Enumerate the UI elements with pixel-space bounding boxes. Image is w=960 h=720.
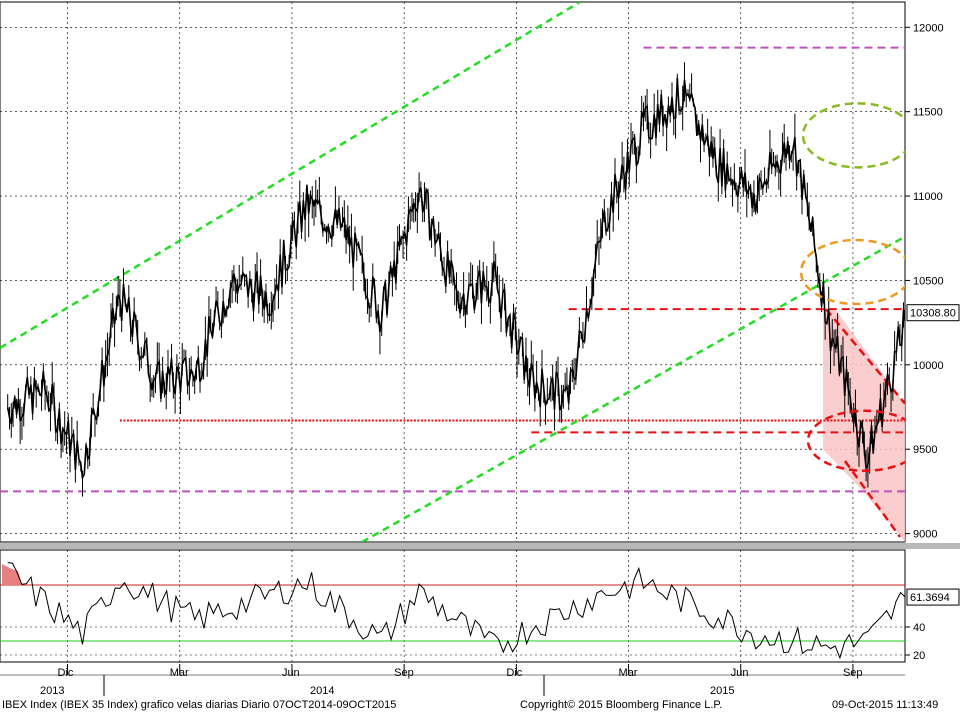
rsi-tick-label: 20 [913,650,925,662]
last-price-label: 10308.80 [906,304,960,322]
rsi-tick-label: 40 [913,622,925,634]
x-month-label: Mar [170,667,189,679]
price-tick-label: 11500 [913,107,943,119]
rsi-line [7,562,906,660]
trend-channel-upper [0,2,581,350]
x-year-label: 2014 [310,685,334,697]
price-line [6,77,905,481]
price-tick-label: 10500 [913,275,944,287]
ellipse-green [801,102,905,169]
x-month-label: Dic [58,667,74,679]
down-channel-upper [825,308,905,405]
ellipse-red [806,409,905,472]
x-year-label: 2015 [710,685,734,697]
price-drawing [0,2,905,542]
x-month-label: Jun [731,667,749,679]
price-tick-label: 11000 [913,191,943,203]
rsi-overbought-fill [2,564,22,585]
x-month-label: Sep [394,667,414,679]
price-tick-label: 12000 [913,22,944,34]
x-year-label: 2013 [40,685,64,697]
last-price-text: 10308.80 [910,308,956,320]
price-tick-label: 10000 [913,360,944,372]
price-tick-label: 9500 [913,444,937,456]
price-tick-label: 9000 [913,529,937,541]
footer-timestamp: 09-Oct-2015 11:13:49 [832,699,939,711]
footer-title: IBEX Index (IBEX 35 Index) grafico velas… [2,699,397,711]
trend-channel-lower [361,235,905,542]
panel-separator [0,543,960,549]
down-channel-lower [843,460,902,538]
x-month-label: Mar [619,667,638,679]
x-month-label: Sep [843,667,863,679]
footer-copyright: Copyright© 2015 Bloomberg Finance L.P. [520,699,723,711]
x-month-label: Dic [506,667,522,679]
last-rsi-text: 61.3694 [910,592,950,604]
x-month-label: Jun [282,667,300,679]
last-rsi-label: 61.3694 [906,588,960,606]
ellipse-orange [799,238,905,306]
